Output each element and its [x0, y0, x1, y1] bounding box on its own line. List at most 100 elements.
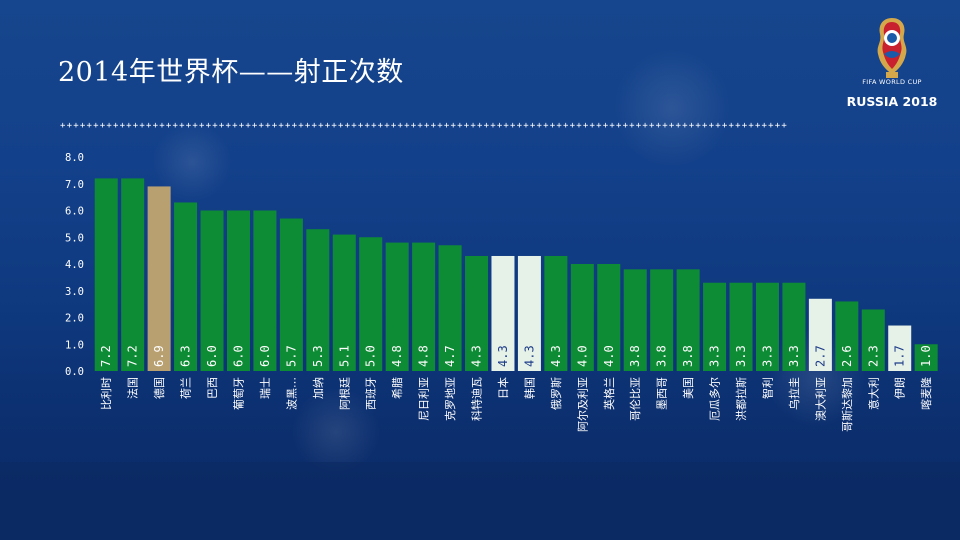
bar: [597, 264, 621, 371]
bar: [888, 325, 912, 371]
data-label: 6.3: [179, 345, 193, 367]
data-label: 3.3: [787, 345, 801, 367]
data-label: 6.9: [152, 345, 166, 367]
x-tick-label: 俄罗斯: [550, 377, 563, 410]
y-tick-label: 2.0: [65, 313, 84, 325]
x-tick-label: 法国: [126, 377, 140, 399]
data-label: 3.3: [708, 345, 722, 367]
data-label: 4.0: [602, 345, 616, 367]
x-tick-label: 澳大利亚: [813, 377, 827, 421]
x-tick-label: 洪都拉斯: [734, 377, 748, 421]
y-tick-label: 3.0: [65, 286, 84, 298]
bar: [279, 218, 303, 371]
bar: [121, 178, 145, 371]
x-tick-label: 日本: [496, 377, 510, 399]
x-tick-label: 阿根廷: [337, 377, 351, 410]
data-label: 2.7: [813, 345, 827, 367]
data-label: 3.3: [734, 345, 748, 367]
data-label: 7.2: [126, 345, 140, 367]
x-tick-label: 哥伦比亚: [628, 377, 642, 421]
data-label: 4.8: [390, 345, 404, 367]
data-label: 7.2: [99, 345, 113, 367]
bar: [570, 264, 594, 371]
data-label: 1.0: [919, 345, 933, 367]
bar: [412, 242, 436, 371]
x-tick-label: 波黑…: [285, 377, 298, 410]
y-tick-label: 8.0: [65, 152, 84, 164]
logo-subtitle: FIFA WORLD CUP: [862, 78, 922, 86]
x-tick-label: 巴西: [206, 377, 219, 399]
decorative-divider: ++++++++++++++++++++++++++++++++++++++++…: [60, 121, 789, 131]
data-label: 2.6: [840, 345, 854, 367]
x-tick-label: 葡萄牙: [232, 377, 245, 410]
bar: [174, 202, 198, 371]
x-tick-label: 厄瓜多尔: [708, 377, 722, 421]
x-tick-label: 比利时: [100, 377, 113, 410]
x-tick-label: 乌拉圭: [787, 377, 801, 410]
x-tick-label: 加纳: [312, 377, 325, 399]
shots-on-target-bar-chart: 0.0 1.0 2.0 3.0 4.0 5.0 6.0 7.0 8.0 7.2 比利时 7.2 法国 6.…: [65, 152, 938, 432]
x-tick-label: 希腊: [390, 377, 404, 399]
x-tick-label: 美国: [682, 377, 695, 399]
bar: [226, 210, 250, 371]
data-label: 3.8: [655, 345, 669, 367]
data-label: 4.8: [417, 345, 431, 367]
y-tick-label: 0.0: [65, 366, 84, 378]
data-label: 3.8: [628, 345, 642, 367]
bar: [808, 298, 832, 371]
data-label: 5.1: [337, 345, 351, 367]
bar: [253, 210, 277, 371]
data-label: 4.3: [470, 345, 484, 367]
x-tick-label: 墨西哥: [656, 377, 669, 410]
data-label: 4.0: [575, 345, 589, 367]
y-tick-label: 1.0: [65, 339, 84, 351]
x-tick-label: 喀麦隆: [919, 377, 933, 410]
x-tick-label: 尼日利亚: [418, 377, 431, 421]
x-tick-label: 西班牙: [365, 377, 378, 410]
bar: [623, 269, 647, 371]
bar: [385, 242, 409, 371]
bar: [359, 237, 383, 371]
data-label: 6.0: [231, 345, 245, 367]
data-label: 3.3: [760, 345, 774, 367]
bar: [94, 178, 118, 371]
bar: [861, 309, 885, 371]
bar: [782, 282, 806, 371]
bar: [200, 210, 224, 371]
bar: [544, 255, 568, 371]
bar: [491, 255, 515, 371]
data-label: 4.7: [443, 345, 457, 367]
bar: [729, 282, 753, 371]
bar: [147, 186, 171, 371]
bar: [332, 234, 356, 371]
bar: [914, 344, 938, 371]
logo-title: RUSSIA 2018: [846, 94, 938, 109]
bar: [650, 269, 674, 371]
x-tick-label: 荷兰: [180, 377, 193, 399]
y-tick-label: 7.0: [65, 179, 84, 191]
y-tick-label: 5.0: [65, 232, 84, 244]
bar: [676, 269, 700, 371]
data-label: 5.0: [364, 345, 378, 367]
x-tick-label: 韩国: [522, 377, 536, 399]
bottom-band: [0, 462, 960, 540]
x-tick-label: 阿尔及利亚: [576, 377, 589, 432]
y-tick-label: 4.0: [65, 259, 84, 271]
x-tick-label: 瑞士: [258, 377, 272, 399]
x-tick-label: 科特迪瓦: [470, 377, 484, 421]
data-label: 6.0: [205, 345, 219, 367]
data-label: 3.8: [681, 345, 695, 367]
bar: [835, 301, 859, 371]
x-tick-label: 英格兰: [602, 377, 616, 410]
fifa-world-cup-logo: FIFA WORLD CUP RUSSIA 2018: [838, 14, 946, 118]
page-title: 2014年世界杯——射正次数: [58, 57, 404, 88]
data-label: 4.3: [549, 345, 563, 367]
bar: [438, 245, 462, 371]
x-tick-label: 哥斯达黎加: [840, 377, 854, 432]
x-tick-label: 伊朗: [894, 377, 907, 399]
trophy-emblem-icon: [877, 18, 907, 78]
bar: [517, 255, 541, 371]
bar: [755, 282, 779, 371]
data-label: 5.3: [311, 345, 325, 367]
bar: [703, 282, 727, 371]
